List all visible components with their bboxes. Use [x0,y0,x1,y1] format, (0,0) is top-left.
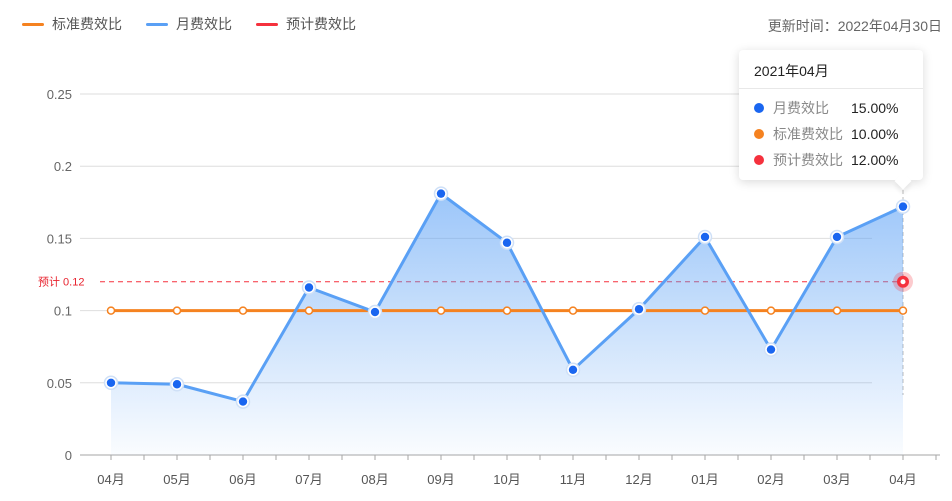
expected-line-label: 预计 0.12 [38,276,84,289]
tooltip-dot-expected [754,155,764,165]
x-tick-label: 07月 [295,472,322,487]
monthly-point [172,380,182,389]
standard-point [502,306,512,315]
standard-point [436,306,446,315]
standard-point [106,306,116,315]
standard-point [832,306,842,315]
x-tick-label: 08月 [361,472,388,487]
standard-point [304,306,314,315]
monthly-point [832,232,842,242]
legend: 标准费效比 月费效比 预计费效比 [22,14,380,34]
tooltip-title: 2021年04月 [754,63,829,79]
tooltip-row-standard: 标准费效比 10.00% [739,121,923,147]
y-tick-label: 0.25 [47,87,72,102]
x-tick-label: 09月 [427,472,454,487]
tooltip-row-expected: 预计费效比 12.00% [739,147,923,173]
tooltip-value-expected: 12.00% [851,152,899,168]
monthly-area [111,193,903,456]
x-tick-label: 02月 [757,472,784,487]
monthly-point [634,304,644,314]
monthly-point [700,232,710,242]
standard-point [568,306,578,315]
tooltip-dot-monthly [754,103,764,113]
x-tick-label: 04月 [889,472,916,487]
legend-swatch-expected [256,22,278,26]
x-tick-label: 05月 [163,472,190,487]
legend-item-standard[interactable]: 标准费效比 [22,14,122,34]
legend-item-monthly[interactable]: 月费效比 [146,14,232,34]
tooltip-row-monthly: 月费效比 15.00% [739,95,923,121]
standard-point [172,306,182,315]
expected-point-center [900,279,906,285]
legend-label-monthly: 月费效比 [176,16,232,32]
monthly-point [502,238,512,247]
standard-point [766,306,776,315]
tooltip-label-monthly: 月费效比 [773,100,829,116]
y-tick-label: 0.15 [47,231,72,246]
x-tick-label: 12月 [625,472,652,487]
legend-item-expected[interactable]: 预计费效比 [256,14,356,34]
y-tick-label: 0.05 [47,376,72,391]
y-tick-label: 0.1 [54,304,72,319]
tooltip-label-standard: 标准费效比 [773,126,843,142]
x-tick-label: 01月 [691,472,718,487]
y-tick-label: 0.2 [54,159,72,174]
x-tick-label: 11月 [560,472,587,487]
tooltip-dot-standard [754,129,764,139]
x-tick-label: 03月 [823,472,850,487]
x-tick-label: 06月 [229,472,256,487]
x-tick-label: 04月 [97,472,124,487]
tooltip: 2021年04月 月费效比 15.00% 标准费效比 10.00% 预计费效比 … [739,50,923,180]
standard-point [238,306,248,315]
monthly-point [304,283,314,292]
monthly-point [370,307,380,317]
legend-swatch-standard [22,22,44,26]
monthly-point [436,189,446,198]
monthly-point [766,345,776,354]
x-tick-label: 10月 [493,472,520,487]
legend-label-standard: 标准费效比 [52,16,122,32]
y-tick-label: 0 [65,448,72,463]
tooltip-divider [739,88,923,89]
monthly-point [898,202,908,211]
monthly-point [568,365,578,375]
update-time: 更新时间：2022年04月30日 [767,18,942,34]
monthly-point [106,378,116,387]
tooltip-label-expected: 预计费效比 [773,152,843,168]
tooltip-value-standard: 10.00% [851,126,899,142]
monthly-point [238,397,248,406]
tooltip-value-monthly: 15.00% [851,100,899,116]
legend-label-expected: 预计费效比 [286,16,356,32]
legend-swatch-monthly [146,22,168,26]
standard-point [700,306,710,315]
standard-point [898,306,908,315]
